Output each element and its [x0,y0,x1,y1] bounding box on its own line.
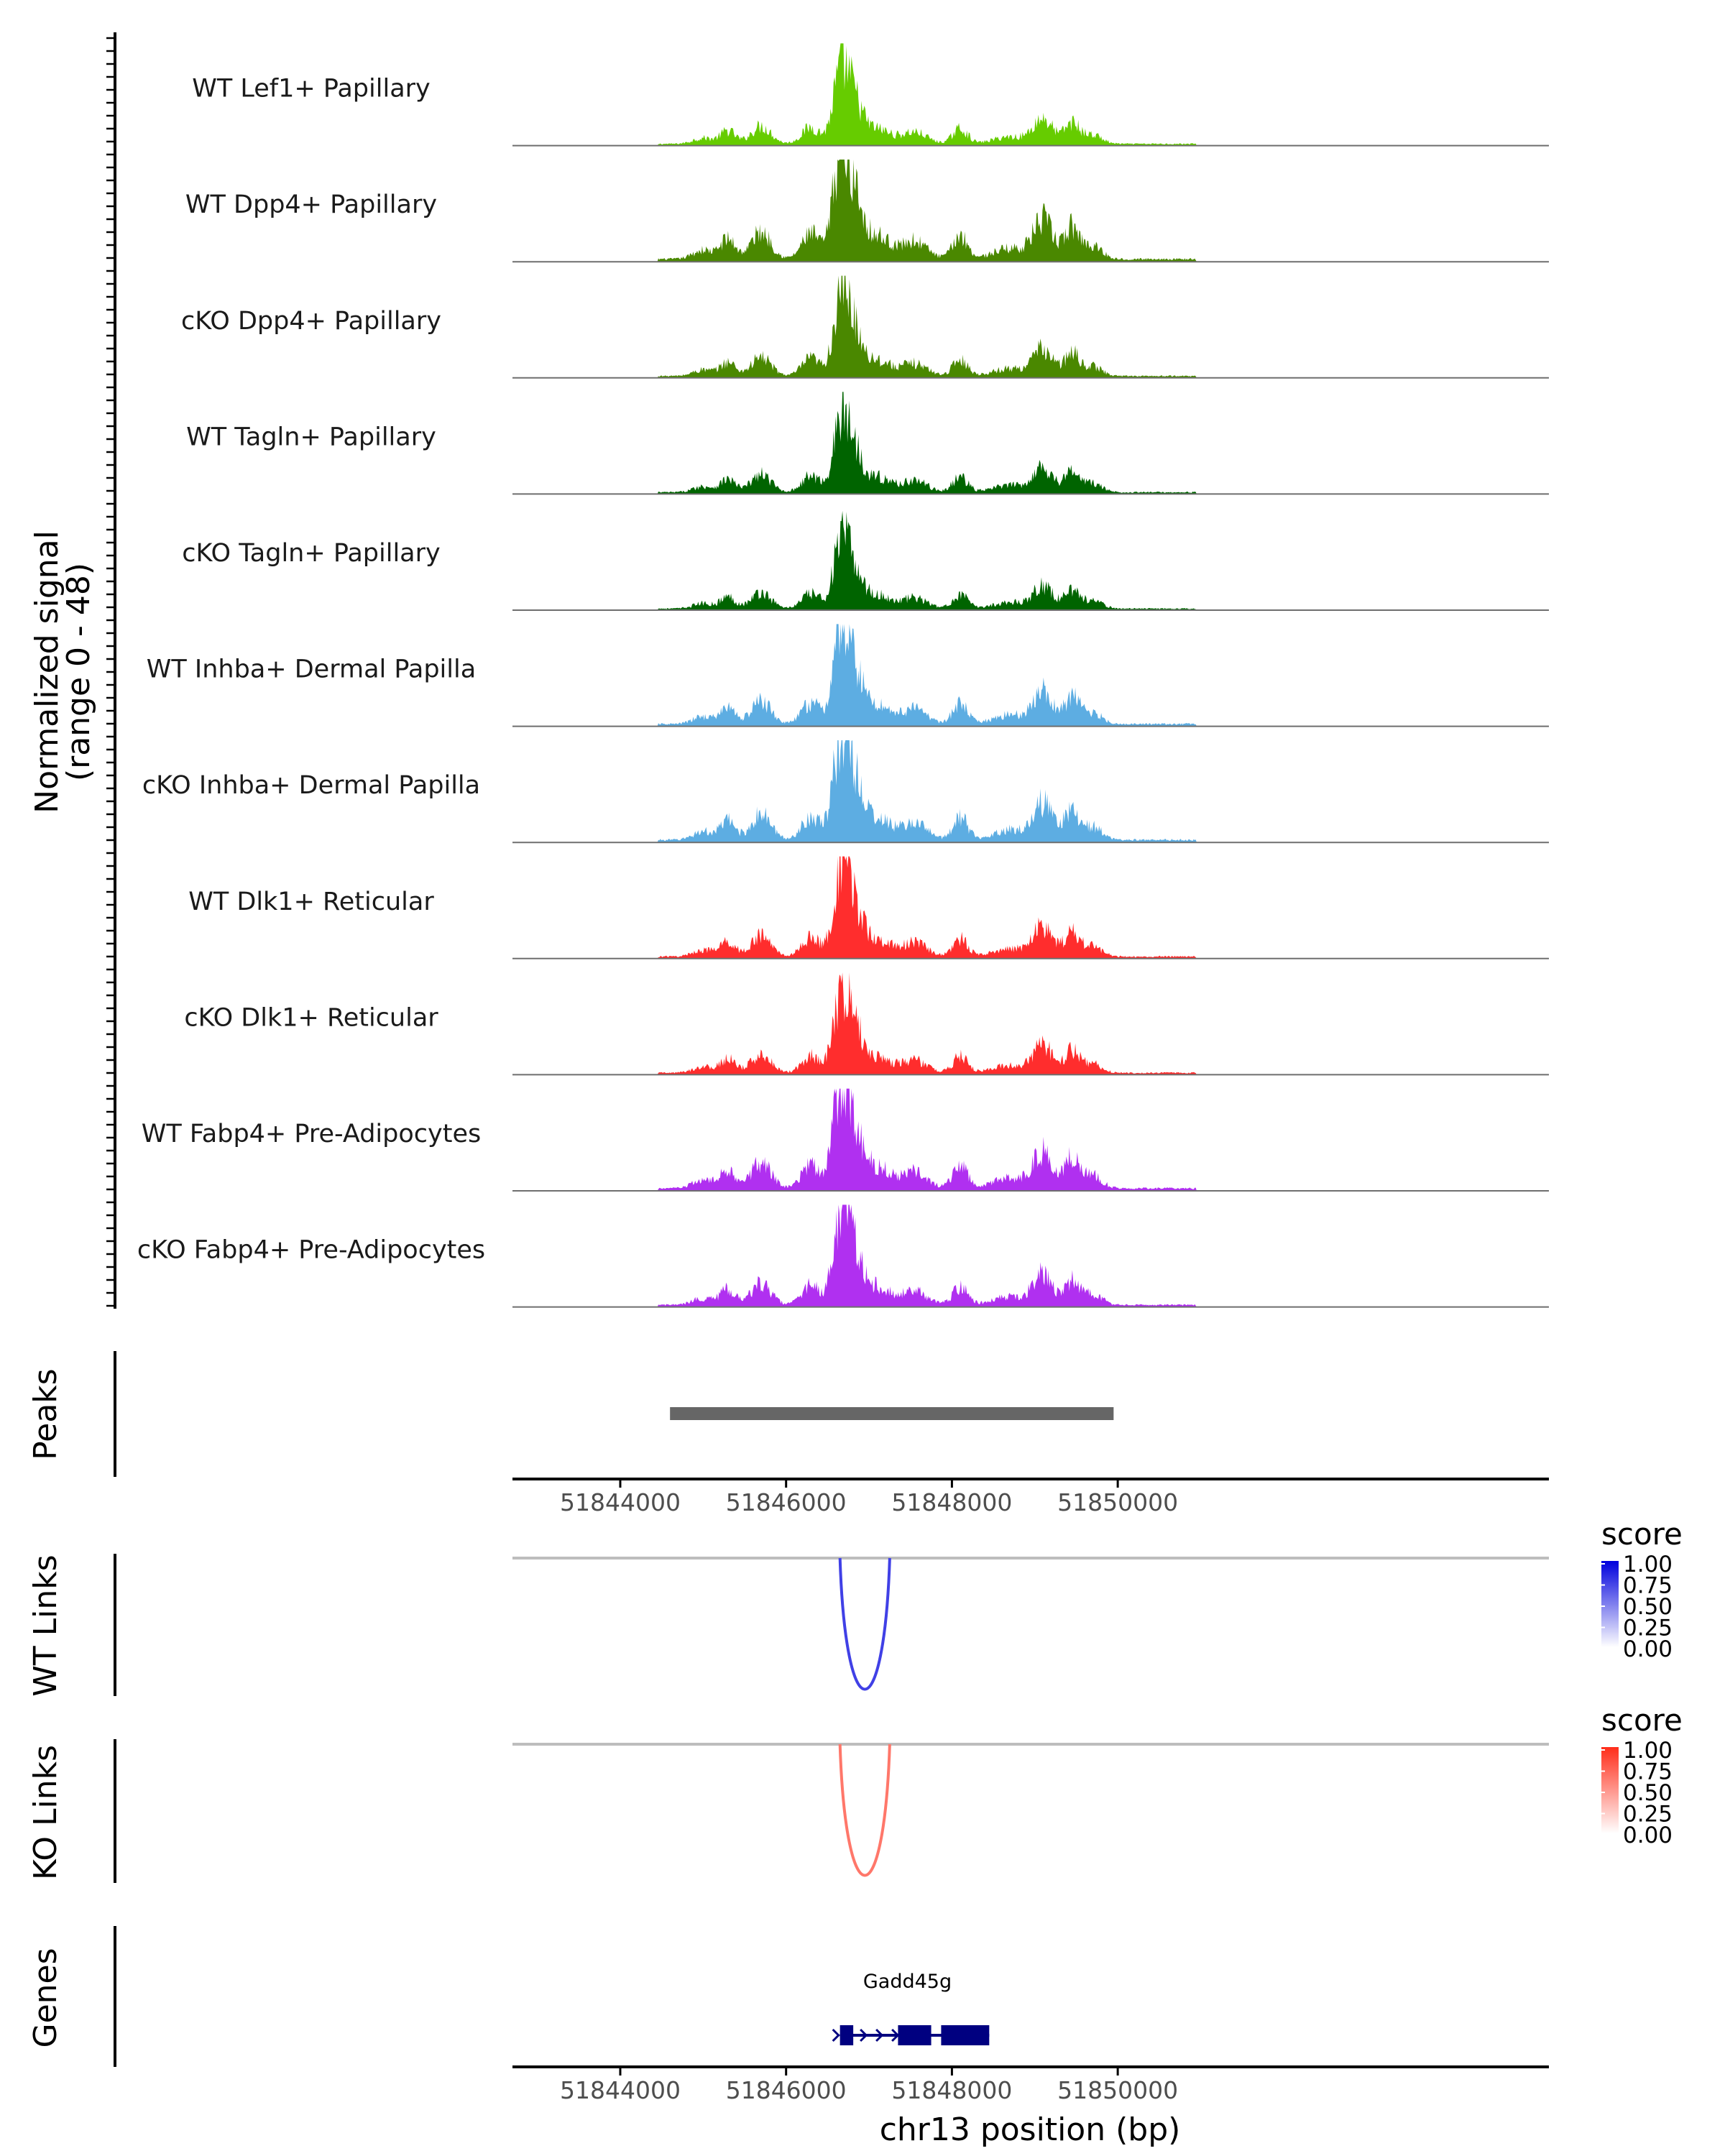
links-track-label: KO Links [27,1745,64,1880]
coverage-area [653,160,1201,262]
coverage-track-label: cKO Inhba+ Dermal Papilla [142,771,480,800]
coverage-area [653,972,1201,1075]
legend-colorbar [1601,1561,1619,1647]
x-axis-title: chr13 position (bp) [880,2111,1181,2148]
coverage-area [653,392,1201,494]
link-arc [838,1557,891,1691]
coverage-track: WT Dlk1+ Reticular [188,856,1549,959]
coverage-track: cKO Dpp4+ Papillary [181,275,1549,379]
coverage-track: WT Lef1+ Papillary [192,43,1549,147]
coverage-y-axis-title: Normalized signal [29,530,65,814]
legend-tick-label: 0.00 [1623,1636,1673,1662]
coverage-area [653,740,1201,843]
x-axis-bottom-tick-label: 51848000 [891,2076,1012,2104]
coverage-track: WT Fabp4+ Pre-Adipocytes [142,1088,1549,1192]
coverage-track-label: WT Dlk1+ Reticular [188,888,434,916]
coverage-track: cKO Fabp4+ Pre-Adipocytes [137,1204,1549,1308]
coverage-track-label: WT Fabp4+ Pre-Adipocytes [142,1120,481,1148]
coverage-track-label: WT Lef1+ Papillary [192,75,431,103]
x-axes: 51844000 51846000 51848000 51850000 51844000… [512,1478,1549,2104]
coverage-track: cKO Tagln+ Papillary [182,510,1549,611]
legend-tick-label: 0.75 [1623,1759,1673,1785]
legend-colorbar [1601,1747,1619,1833]
coverage-area [653,1204,1201,1307]
x-axis-top-tick-label: 51850000 [1057,1488,1178,1516]
coverage-area [653,510,1201,610]
gene-name: Gadd45g [863,1971,952,1993]
x-axis-bottom-tick-label: 51846000 [726,2076,847,2104]
coverage-tracks: WT Lef1+ Papillary WT Dpp4+ Papillary cKO … [137,43,1549,1308]
legend-tick-label: 0.75 [1623,1573,1673,1599]
legend-tick-label: 0.00 [1623,1823,1673,1848]
coverage-track-label: cKO Tagln+ Papillary [182,539,441,568]
gene-exon [941,2025,990,2045]
coverage-y-axis [106,32,116,1309]
legend-title: score [1601,1516,1683,1552]
peak-interval [670,1407,1114,1420]
gene-exon [898,2025,932,2045]
coverage-track-label: cKO Dlk1+ Reticular [184,1003,438,1032]
coverage-area [653,275,1201,378]
x-axis-bottom-tick-label: 51850000 [1057,2076,1178,2104]
legend-tick-label: 0.50 [1623,1594,1673,1620]
x-axis-top-tick-label: 51848000 [891,1488,1012,1516]
genes-track: Genes Gadd45g [27,1926,990,2067]
strand-arrow [891,2028,900,2042]
strand-arrow [875,2028,884,2042]
coverage-track: WT Dpp4+ Papillary [185,160,1549,263]
legend-tick-label: 0.25 [1623,1616,1673,1641]
coverage-track-label: cKO Dpp4+ Papillary [181,307,441,336]
legend-tick-label: 0.25 [1623,1802,1673,1828]
links-track-label: WT Links [27,1554,64,1696]
x-axis-top-tick-label: 51844000 [560,1488,681,1516]
peaks-track-label: Peaks [27,1368,64,1460]
coverage-area [653,856,1201,959]
legend-tick-label: 0.50 [1623,1780,1673,1806]
strand-arrow [860,2028,868,2042]
x-axis-bottom-tick-label: 51844000 [560,2076,681,2104]
strand-arrow [832,2028,840,2042]
peaks-track: Peaks [27,1351,1114,1477]
legend-tick-label: 1.00 [1623,1738,1673,1764]
gene: Gadd45g [832,1971,990,2045]
genes-track-label: Genes [27,1948,64,2047]
coverage-track-label: WT Inhba+ Dermal Papilla [147,655,476,684]
gene-exon [840,2025,854,2045]
x-axis-top-tick-label: 51846000 [726,1488,847,1516]
coverage-track: cKO Inhba+ Dermal Papilla [142,740,1549,844]
coverage-track: WT Tagln+ Papillary [186,392,1549,495]
coverage-area [653,1088,1201,1191]
coverage-track-label: WT Tagln+ Papillary [186,423,436,451]
coverage-y-axis-range: (range 0 - 48) [60,563,97,781]
coverage-track-label: WT Dpp4+ Papillary [185,190,437,219]
link-arc [838,1743,891,1877]
coverage-area [653,624,1201,727]
coverage-track: cKO Dlk1+ Reticular [184,972,1549,1076]
coverage-track: WT Inhba+ Dermal Papilla [147,624,1549,727]
coverage-area [653,43,1201,146]
legend-tick-label: 1.00 [1623,1552,1673,1577]
legend-title: score [1601,1703,1683,1738]
coverage-track-label: cKO Fabp4+ Pre-Adipocytes [137,1236,485,1265]
